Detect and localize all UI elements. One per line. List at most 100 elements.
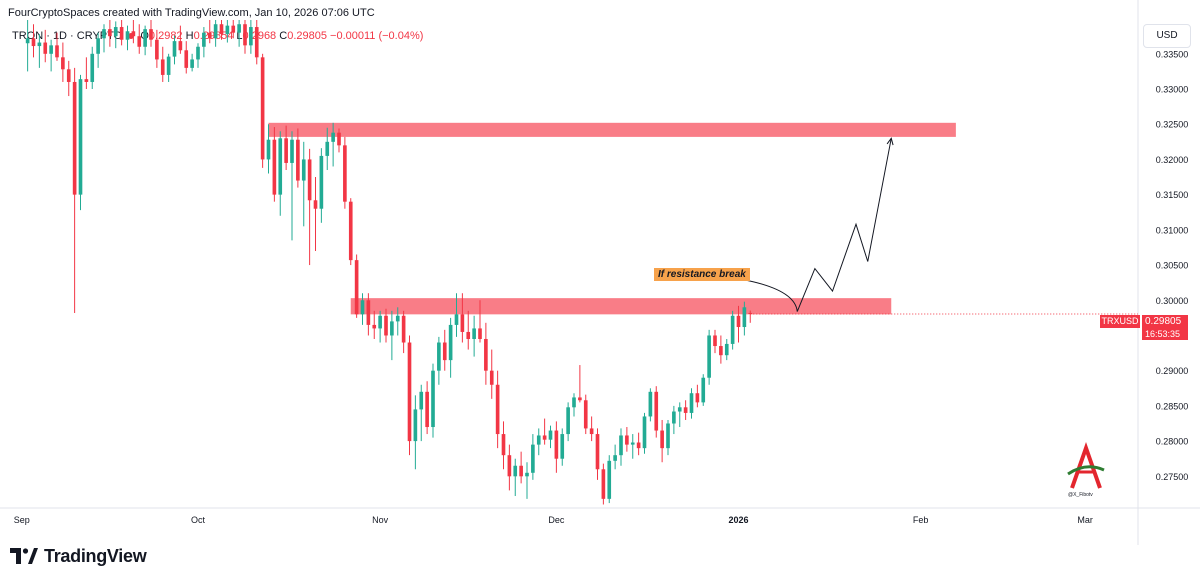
candle-body <box>55 45 59 58</box>
candle-body <box>84 79 89 82</box>
legend-change: −0.00011 (−0.04%) <box>330 30 424 42</box>
candle-body <box>489 370 494 385</box>
candle-body <box>331 132 335 142</box>
candle-body <box>689 393 694 413</box>
price-axis-tick-label: 0.32000 <box>1156 155 1189 165</box>
candle-body <box>337 132 341 146</box>
candle-body <box>677 407 682 412</box>
candle-body <box>713 335 717 347</box>
candle-body <box>672 411 676 424</box>
candle-body <box>730 315 735 344</box>
candle-body <box>354 260 359 315</box>
watermark-handle: @X_Fibo​tv <box>1068 492 1093 498</box>
candle-body <box>695 393 700 403</box>
price-axis-tick-label: 0.32500 <box>1156 120 1189 130</box>
price-axis-tick-label: 0.31500 <box>1156 190 1189 200</box>
candle-body <box>272 139 277 195</box>
candle-body <box>178 41 183 51</box>
candle-body <box>719 346 723 356</box>
price-axis-tick-label: 0.29000 <box>1156 366 1189 376</box>
candle-body <box>548 430 553 440</box>
candle-body <box>96 38 100 54</box>
candle-body <box>742 307 747 328</box>
candle-body <box>701 377 706 403</box>
candle-body <box>660 430 664 449</box>
candle-body <box>290 139 294 163</box>
candle-body <box>589 428 594 435</box>
price-axis-tick-label: 0.28000 <box>1156 437 1189 447</box>
candle-body <box>366 300 371 325</box>
candle-body <box>601 469 606 499</box>
candle-body <box>155 39 159 60</box>
projection-path <box>796 138 892 312</box>
candle-body <box>119 27 124 40</box>
candle-body <box>707 335 711 378</box>
currency-button[interactable]: USD <box>1143 24 1191 48</box>
candle-body <box>501 434 506 456</box>
footer-brand: TradingView <box>44 545 147 566</box>
candle-body <box>390 321 394 336</box>
price-tag-countdown: 16:53:35 <box>1142 328 1188 340</box>
candle-body <box>613 455 617 461</box>
candle-body <box>619 435 623 456</box>
price-tag-symbol: TRXUSD <box>1100 315 1140 328</box>
candle-body <box>378 315 382 329</box>
candle-body <box>90 53 95 82</box>
candle-body <box>113 27 118 37</box>
resistance-break-annotation: If resistance break <box>654 268 750 281</box>
candlestick-chart[interactable]: 0.33500 0.33000 0.32500 0.32000 0.31500 0.310… <box>0 0 1200 545</box>
time-axis-label: 2026 <box>728 515 748 525</box>
time-axis-label: Sep <box>14 515 30 525</box>
candle-body <box>213 24 218 39</box>
candle-body <box>560 434 565 459</box>
candle-body <box>243 24 247 46</box>
candle-body <box>636 442 641 449</box>
candle-body <box>196 46 200 60</box>
price-axis-tick-label: 0.27500 <box>1156 472 1189 482</box>
candle-body <box>395 315 400 322</box>
candle-body <box>425 391 429 428</box>
time-axis-label: Nov <box>372 515 389 525</box>
candle-body <box>525 472 529 477</box>
candle-body <box>401 315 406 343</box>
candle-body <box>472 328 476 339</box>
candle-body <box>202 32 206 47</box>
price-axis-tick-label: 0.33000 <box>1156 85 1189 95</box>
candle-body <box>219 24 224 35</box>
candle-body <box>419 391 424 410</box>
legend-close-label: C <box>279 30 288 42</box>
candle-body <box>172 41 177 57</box>
candle-body <box>225 25 230 35</box>
candle-body <box>484 338 488 371</box>
candle-body <box>372 324 377 329</box>
candle-body <box>542 435 547 440</box>
candle-body <box>313 200 318 209</box>
candle-body <box>160 59 165 75</box>
time-axis-label: Dec <box>548 515 565 525</box>
candle-body <box>513 465 518 477</box>
candle-body <box>231 25 236 33</box>
time-axis-label: Feb <box>913 515 929 525</box>
candle-body <box>566 407 570 435</box>
candle-body <box>49 45 53 54</box>
candle-body <box>319 155 324 209</box>
candle-body <box>666 423 670 449</box>
candle-body <box>307 159 312 201</box>
candle-body <box>78 79 83 195</box>
candle-body <box>554 430 559 459</box>
chart-credit: FourCryptoSpaces created with TradingVie… <box>8 7 375 19</box>
candle-body <box>249 27 253 46</box>
candle-body <box>454 314 459 325</box>
candle-body <box>137 36 142 47</box>
candle-body <box>595 434 600 470</box>
market-status-dot <box>128 32 135 39</box>
candle-body <box>448 324 453 361</box>
candle-body <box>724 343 729 356</box>
candle-body <box>736 315 741 328</box>
candle-body <box>325 141 330 156</box>
candle-body <box>190 59 194 68</box>
time-axis-label: Oct <box>191 515 206 525</box>
candle-body <box>166 56 171 75</box>
candle-body <box>437 342 441 371</box>
candle-body <box>642 416 647 449</box>
